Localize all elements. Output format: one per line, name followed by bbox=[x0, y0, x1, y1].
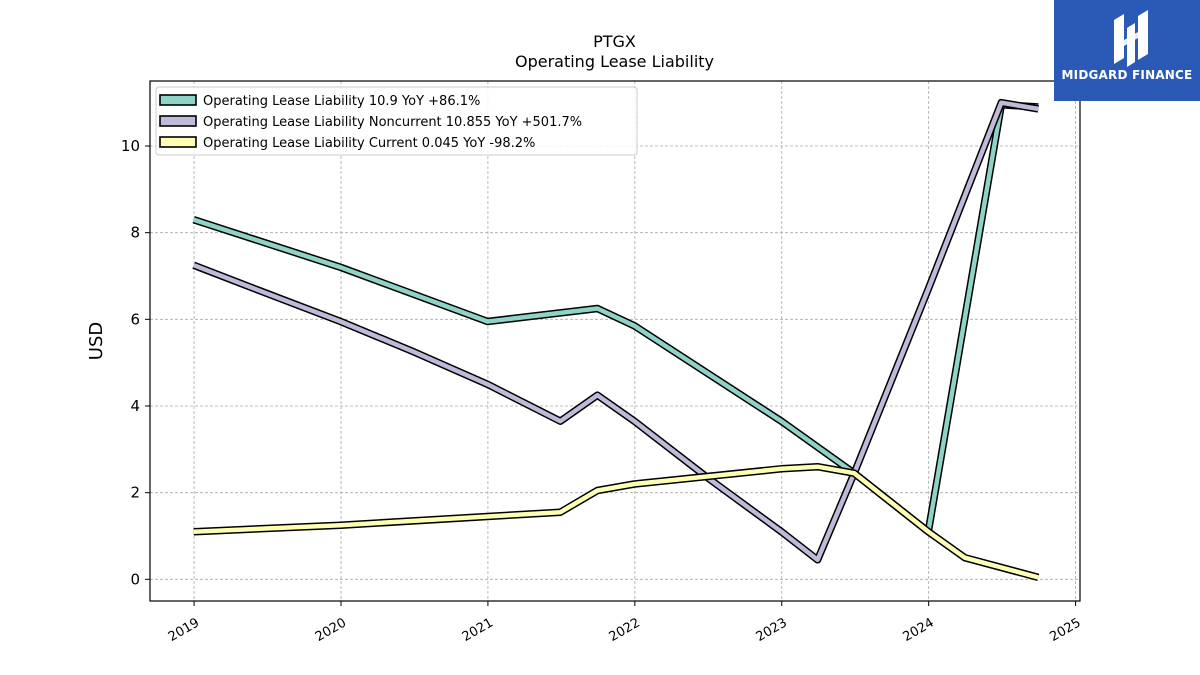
chart-subtitle: Operating Lease Liability bbox=[514, 52, 715, 71]
y-tick-label: 0 bbox=[130, 570, 140, 588]
axis-ticks: 2019 2020 2021 2022 2023 2024 2025 0 2 4 6 8 10 bbox=[121, 137, 1084, 645]
legend-swatch bbox=[159, 115, 197, 127]
series-1 bbox=[192, 101, 1039, 536]
x-tick-label: 2019 bbox=[166, 615, 202, 645]
series-line bbox=[193, 102, 1039, 534]
brand-name: MIDGARD FINANCE bbox=[1061, 68, 1193, 82]
brand-mark-icon bbox=[1114, 10, 1148, 67]
y-tick-label: 8 bbox=[130, 224, 140, 242]
x-tick-label: 2022 bbox=[607, 615, 643, 645]
legend-label: Operating Lease Liability 10.9 YoY +86.1… bbox=[203, 94, 480, 109]
series-line-outline bbox=[193, 462, 1040, 582]
y-tick-label: 2 bbox=[130, 484, 140, 502]
legend-frame bbox=[155, 86, 638, 156]
y-tick-label: 4 bbox=[130, 397, 140, 415]
series-3 bbox=[193, 462, 1040, 582]
x-tick-label: 2023 bbox=[754, 615, 790, 645]
x-tick-label: 2020 bbox=[313, 615, 349, 645]
series-2 bbox=[192, 98, 1039, 564]
brand-logo: MIDGARD FINANCE bbox=[1054, 0, 1200, 101]
legend-label: Operating Lease Liability Current 0.045 … bbox=[203, 136, 535, 151]
x-tick-label: 2024 bbox=[901, 615, 937, 645]
legend-swatch bbox=[159, 136, 197, 148]
series-line bbox=[193, 464, 1039, 580]
legend-swatch bbox=[159, 94, 197, 106]
chart-title: PTGX bbox=[593, 32, 636, 51]
x-tick-label: 2025 bbox=[1047, 615, 1083, 645]
y-tick-label: 10 bbox=[121, 137, 140, 155]
legend: Operating Lease Liability 10.9 YoY +86.1… bbox=[155, 86, 638, 156]
plot-frame bbox=[149, 80, 1081, 602]
y-tick-label: 6 bbox=[130, 310, 140, 328]
series-lines bbox=[192, 98, 1040, 582]
x-tick-label: 2021 bbox=[460, 615, 496, 645]
y-axis-label: USD bbox=[86, 322, 107, 360]
legend-label: Operating Lease Liability Noncurrent 10.… bbox=[203, 115, 582, 130]
series-line bbox=[192, 100, 1039, 563]
grid bbox=[150, 81, 1080, 601]
